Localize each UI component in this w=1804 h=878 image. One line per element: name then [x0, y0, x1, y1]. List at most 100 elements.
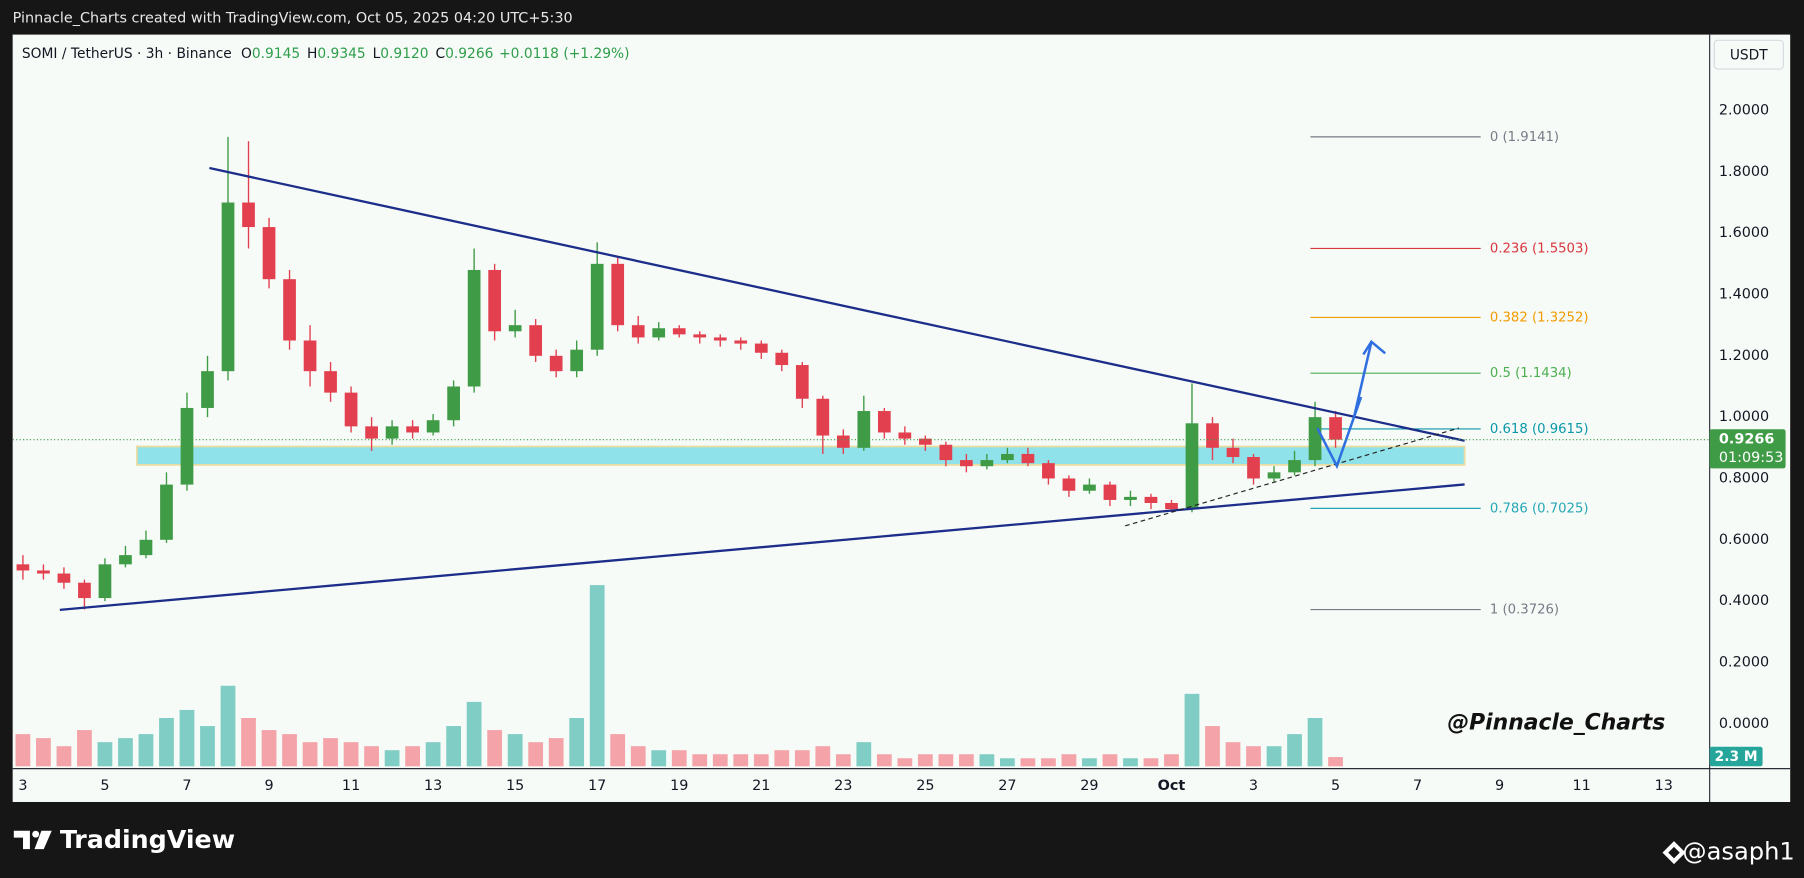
volume-bar [630, 746, 646, 767]
countdown-label: 01:09:53 [1719, 450, 1784, 466]
volume-bar [753, 754, 769, 767]
volume-bar [36, 738, 51, 767]
candle-body [1021, 453, 1035, 464]
candle-body [1103, 484, 1117, 500]
candle-body [816, 398, 830, 436]
legend-item: SOMI / TetherUS · 3h · Binance [22, 46, 232, 62]
binance-icon [1662, 841, 1686, 865]
candle-body [980, 460, 994, 467]
time-axis [12, 768, 1710, 802]
x-tick-label: 13 [1655, 778, 1673, 794]
x-tick-label: 5 [1331, 778, 1340, 794]
user-handle: @asaph1 [1682, 838, 1794, 866]
candle-body [570, 349, 584, 372]
legend-item: 0.9145 [252, 46, 300, 62]
plot-area [12, 34, 1710, 769]
candle-body [857, 411, 871, 448]
candle-body [262, 227, 276, 280]
x-tick-label: 13 [424, 778, 442, 794]
y-tick-label: 1.6000 [1719, 225, 1769, 241]
candle-body [960, 460, 973, 467]
x-tick-label: 3 [1249, 778, 1258, 794]
candle-body [529, 325, 543, 356]
candle-body [734, 340, 748, 344]
volume-bar [610, 734, 626, 767]
fib-levels: 0 (1.9141) 0.236 (1.5503) 0.382 (1.3252) 0.… [1310, 130, 1589, 618]
candle-body [1062, 478, 1076, 491]
volume-bar [1246, 746, 1261, 767]
lower-trendline [59, 483, 1465, 611]
candle-body [713, 337, 727, 341]
x-tick-label: 29 [1080, 778, 1098, 794]
volume-bar [1205, 726, 1220, 767]
candles [16, 136, 1342, 610]
volume-bar [917, 754, 933, 767]
volume-bar [1225, 742, 1241, 767]
candle-body [918, 438, 932, 445]
candle-body [549, 355, 563, 372]
candle-body [1124, 496, 1137, 500]
candle-body [1001, 453, 1014, 461]
candle-body [283, 279, 296, 341]
x-tick-label: 11 [1573, 778, 1591, 794]
x-tick-label: 27 [998, 778, 1016, 794]
arrow-head [1362, 339, 1387, 356]
candle-body [139, 539, 153, 556]
volume-bar [220, 685, 236, 767]
x-tick-label: 7 [1413, 778, 1422, 794]
volume-bar [446, 726, 462, 767]
volume-bar [323, 738, 338, 767]
logo-shape [13, 830, 30, 850]
candle-body [939, 444, 953, 461]
volume-bar [343, 742, 359, 767]
y-tick-label: 1.8000 [1719, 164, 1769, 180]
volume-bar [384, 750, 400, 767]
volume-bar [425, 742, 441, 767]
volume-bar [241, 717, 256, 767]
candle-body [1185, 423, 1199, 510]
candle-body [78, 582, 91, 599]
icon-shape [1662, 841, 1686, 865]
y-tick-label: 1.2000 [1719, 348, 1769, 364]
candle-body [693, 334, 707, 338]
header-text: Pinnacle_Charts created with TradingView… [13, 10, 573, 26]
volume-bar [15, 734, 31, 767]
dashed-trendline [1125, 427, 1460, 527]
price-axis [1709, 34, 1791, 802]
volume-bar [302, 742, 318, 767]
candle-body [324, 371, 337, 393]
volume-bar [1164, 754, 1179, 767]
candle-body [611, 263, 625, 326]
volume-bar [794, 750, 810, 767]
y-tick-label: 0.8000 [1719, 470, 1769, 486]
currency-box [1713, 39, 1784, 70]
candle-body [201, 371, 214, 408]
volume-bar [138, 734, 154, 767]
support-zone [136, 445, 1466, 466]
volume-bar [77, 730, 92, 767]
volume-bar [1041, 758, 1056, 767]
candle-body [795, 365, 809, 399]
x-tick-label: 15 [506, 778, 524, 794]
legend-item: +0.0118 (+1.29%) [499, 46, 629, 62]
candle-body [488, 269, 502, 332]
x-tick-label: 19 [670, 778, 688, 794]
volume-bar [897, 758, 913, 767]
x-tick-label: 21 [752, 778, 770, 794]
fib-label: 0.786 (0.7025) [1490, 501, 1589, 516]
candle-body [221, 202, 235, 372]
candle-body [1308, 417, 1322, 461]
candle-body [1288, 460, 1301, 473]
candle-body [898, 432, 912, 439]
volume-bar [97, 742, 113, 767]
candle-body [344, 392, 358, 427]
volume-label: 2.3 M [1715, 749, 1758, 765]
legend-item: 0.9345 [317, 46, 365, 62]
projection-arrow [1316, 341, 1373, 470]
volume-bar [815, 746, 831, 767]
volume-bar [282, 734, 297, 767]
candle-body [1083, 484, 1096, 491]
volume-bar [774, 750, 790, 767]
volume-bar [507, 734, 523, 767]
candle-body [1329, 417, 1342, 440]
